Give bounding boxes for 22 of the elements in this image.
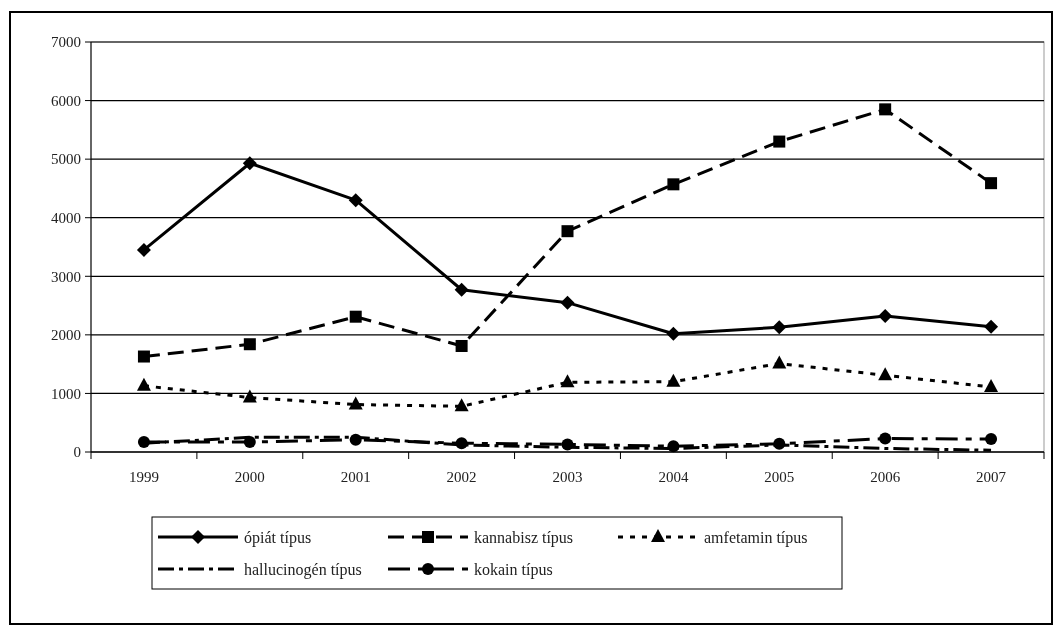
x-tick-label: 2000 — [234, 469, 265, 485]
x-tick-label: 2003 — [552, 469, 583, 485]
y-tick-label: 7000 — [51, 34, 81, 51]
y-tick-label: 2000 — [51, 327, 81, 344]
y-tick-label: 3000 — [51, 268, 81, 285]
y-tick-label: 5000 — [51, 151, 81, 168]
x-tick-label: 2004 — [658, 469, 689, 485]
y-tick-label: 0 — [73, 444, 81, 461]
legend-label: ópiát típus — [244, 528, 312, 547]
y-tick-label: 1000 — [51, 385, 81, 402]
x-tick-label: 2007 — [976, 469, 1007, 485]
x-tick-label: 2005 — [764, 469, 795, 485]
legend-label: amfetamin típus — [704, 528, 808, 547]
legend-label: kokain típus — [474, 560, 553, 579]
x-tick-label: 1999 — [128, 469, 159, 485]
x-tick-label: 2001 — [340, 469, 371, 485]
x-tick-label: 2006 — [870, 469, 901, 485]
y-tick-label: 4000 — [51, 209, 81, 226]
legend-label: kannabisz típus — [474, 528, 574, 547]
y-tick-label: 6000 — [51, 92, 81, 109]
x-tick-label: 2002 — [446, 469, 477, 485]
legend-label: hallucinogén típus — [244, 560, 362, 579]
